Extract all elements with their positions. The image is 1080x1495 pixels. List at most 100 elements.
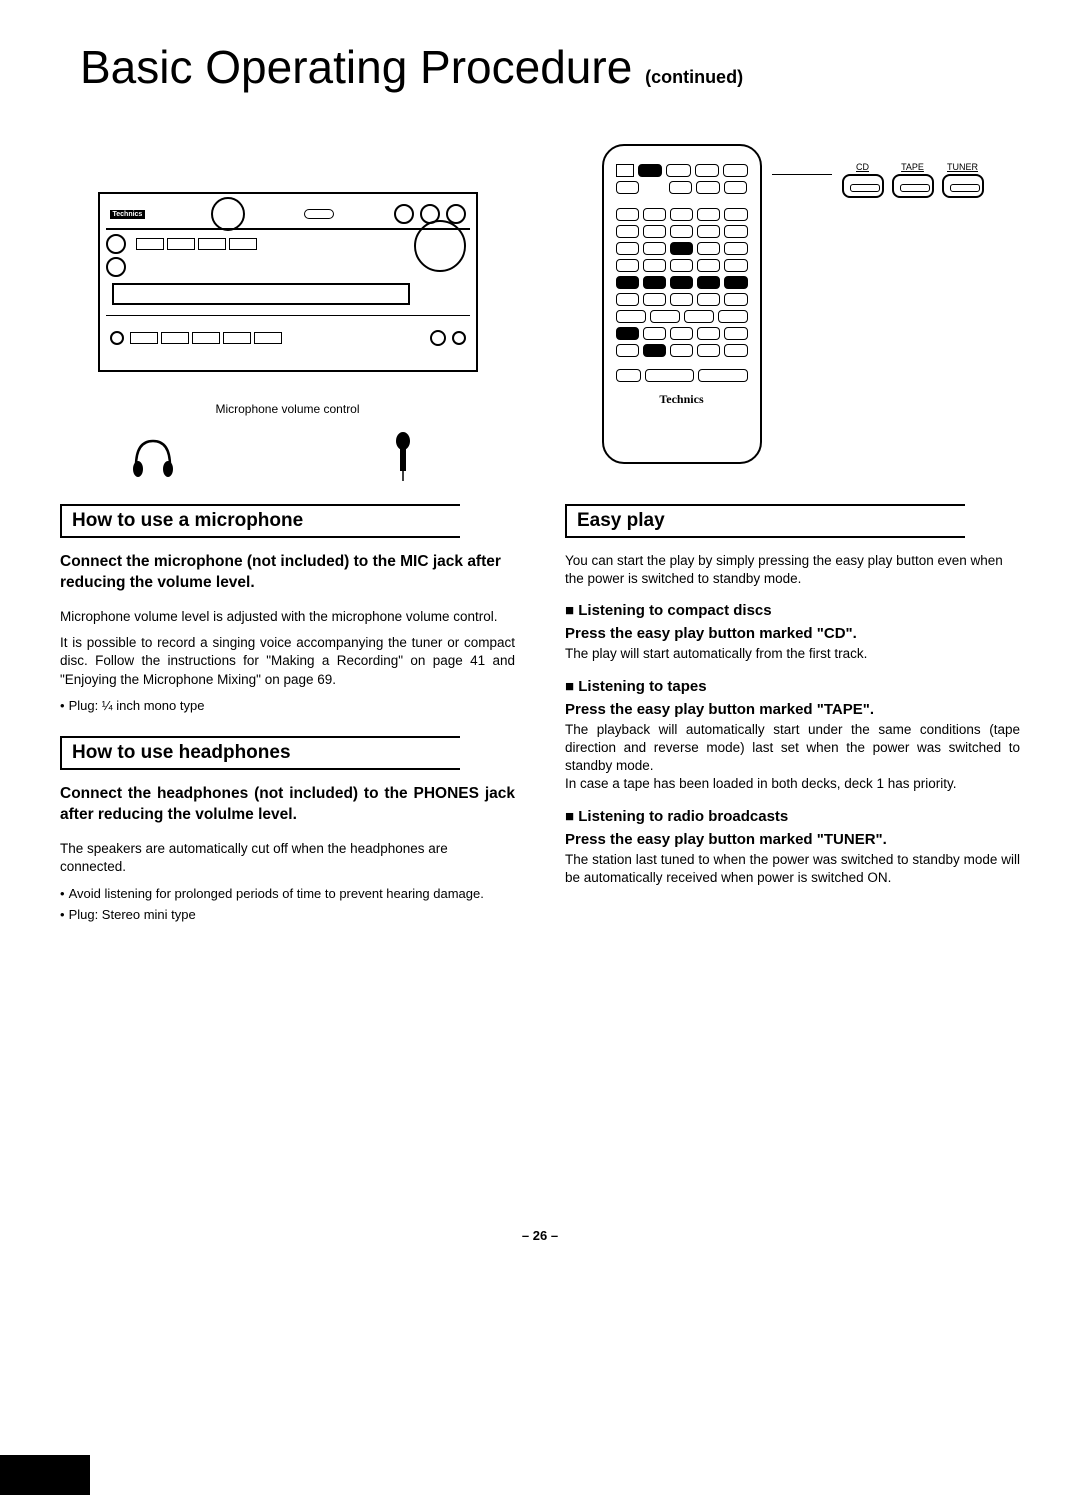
button-icon (723, 164, 748, 177)
button-icon (697, 208, 720, 221)
remote-brand: Technics (616, 392, 748, 407)
knob-icon (106, 257, 126, 277)
mic-volume-knob-icon (430, 330, 446, 346)
title-main: Basic Operating Procedure (80, 41, 632, 93)
left-column: Technics (60, 134, 515, 928)
button-icon (697, 344, 720, 357)
section-headphones: How to use headphones Connect the headph… (60, 736, 515, 923)
button-icon (698, 369, 747, 382)
button-icon (670, 225, 693, 238)
volume-knob-icon (414, 220, 466, 272)
button-icon (192, 332, 220, 344)
title-continued: (continued) (645, 67, 743, 87)
button-icon (167, 238, 195, 250)
intro-text: Connect the microphone (not included) to… (60, 552, 515, 594)
bullet-text: Plug: Stereo mini type (60, 906, 515, 924)
button-icon (616, 310, 646, 323)
button-icon (670, 327, 693, 340)
headphones-icon (128, 431, 178, 486)
button-icon (198, 238, 226, 250)
section-header: How to use headphones (60, 736, 460, 770)
body-text: The station last tuned to when the power… (565, 851, 1020, 887)
action-text: Press the easy play button marked "CD". (565, 625, 1020, 642)
stereo-diagram: Technics (60, 134, 515, 474)
mic-control-label: Microphone volume control (98, 402, 478, 416)
button-icon (724, 293, 747, 306)
button-icon (724, 208, 747, 221)
intro-text: Connect the headphones (not included) to… (60, 784, 515, 826)
button-icon (697, 293, 720, 306)
button-icon (697, 225, 720, 238)
tuner-button-icon (942, 174, 984, 198)
callout-line-icon (772, 174, 832, 175)
button-icon (223, 332, 251, 344)
page-title: Basic Operating Procedure (continued) (60, 40, 1020, 94)
button-icon (643, 344, 666, 357)
button-icon (697, 327, 720, 340)
knob-icon (211, 197, 245, 231)
body-text: The play will start automatically from t… (565, 645, 1020, 663)
button-icon (670, 293, 693, 306)
section-header: How to use a microphone (60, 504, 460, 538)
action-text: Press the easy play button marked "TAPE"… (565, 701, 1020, 718)
button-icon (724, 225, 747, 238)
button-icon (616, 242, 639, 255)
button-icon (724, 259, 747, 272)
button-icon (718, 310, 748, 323)
button-icon (670, 242, 693, 255)
content-columns: Technics (60, 134, 1020, 928)
button-icon (130, 332, 158, 344)
button-icon (650, 310, 680, 323)
button-icon (643, 293, 666, 306)
button-icon (616, 164, 634, 177)
bullet-text: Avoid listening for prolonged periods of… (60, 885, 515, 903)
button-icon (616, 276, 639, 289)
body-text: Microphone volume level is adjusted with… (60, 608, 515, 626)
knob-icon (394, 204, 414, 224)
button-icon (616, 293, 639, 306)
button-icon (643, 225, 666, 238)
button-icon (645, 369, 694, 382)
section-microphone: How to use a microphone Connect the micr… (60, 504, 515, 714)
cd-button-icon (842, 174, 884, 198)
button-icon (724, 242, 747, 255)
button-icon (724, 276, 747, 289)
easy-btn-label: CD (842, 162, 884, 172)
button-icon (616, 259, 639, 272)
tape-button-icon (892, 174, 934, 198)
button-icon (670, 259, 693, 272)
button-icon (724, 181, 748, 194)
switch-icon (304, 209, 334, 219)
body-text: The speakers are automatically cut off w… (60, 840, 515, 876)
button-icon (616, 344, 639, 357)
button-icon (696, 181, 720, 194)
button-icon (724, 344, 747, 357)
button-icon (697, 242, 720, 255)
scan-artifact-icon (0, 1455, 90, 1495)
button-icon (643, 242, 666, 255)
remote-diagram: Technics CD TAPE TUNER (565, 134, 1020, 474)
easy-btn-label: TUNER (942, 162, 984, 172)
button-icon (161, 332, 189, 344)
body-text: The playback will automatically start un… (565, 721, 1020, 794)
button-icon (670, 344, 693, 357)
right-column: Technics CD TAPE TUNER (565, 134, 1020, 928)
button-icon (724, 327, 747, 340)
button-icon (616, 181, 640, 194)
button-icon (229, 238, 257, 250)
section-easy-play: Easy play You can start the play by simp… (565, 504, 1020, 887)
remote-icon: Technics (602, 144, 762, 464)
button-icon (643, 208, 666, 221)
sub-heading: Listening to compact discs (565, 602, 1020, 619)
button-icon (684, 310, 714, 323)
button-icon (670, 276, 693, 289)
button-icon (669, 181, 693, 194)
button-icon (616, 327, 639, 340)
brand-label: Technics (110, 210, 146, 219)
bullet-text: Plug: ¼ inch mono type (60, 697, 515, 715)
page-number: – 26 – (60, 1228, 1020, 1243)
mic-jack-icon (452, 331, 466, 345)
button-icon (697, 276, 720, 289)
section-header: Easy play (565, 504, 965, 538)
display-icon (112, 283, 410, 305)
